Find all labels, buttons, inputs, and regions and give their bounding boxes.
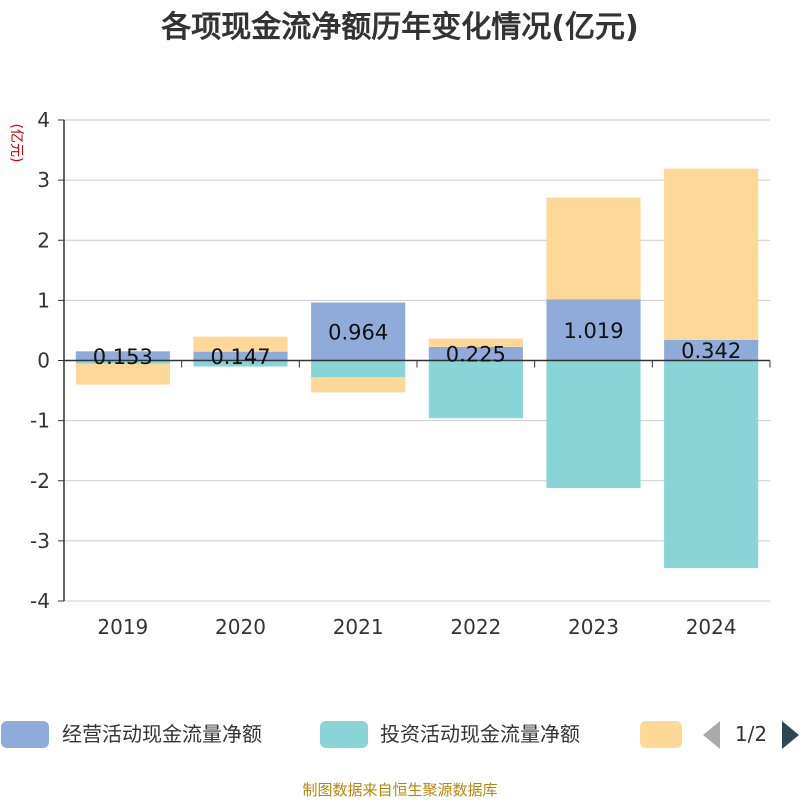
bar-series3-2024[interactable]: [664, 168, 759, 340]
data-label: 0.964: [328, 321, 388, 345]
y-tick-label: -3: [30, 529, 50, 553]
legend-label-investing: 投资活动现金流量净额: [380, 722, 580, 746]
y-tick-label: 1: [37, 288, 50, 312]
data-label: 0.153: [93, 345, 153, 369]
bar-series3-2020[interactable]: [193, 336, 288, 352]
bar-series1-2019[interactable]: [75, 351, 170, 361]
legend-item-investing[interactable]: 投资活动现金流量净额: [320, 721, 580, 748]
bar-series2-2020[interactable]: [193, 360, 288, 367]
x-tick-label: 2023: [568, 615, 619, 639]
bar-series2-2021[interactable]: [311, 360, 406, 378]
bar-series3-2021[interactable]: [311, 377, 406, 393]
data-label: 1.019: [563, 319, 623, 343]
y-axis-label: (亿元): [8, 124, 24, 163]
legend-swatch-investing: [320, 721, 368, 748]
x-tick-label: 2024: [686, 615, 737, 639]
y-tick-label: 3: [37, 168, 50, 192]
y-tick-labels: -4 -3 -2 -1 0 1 2 3 4: [30, 108, 50, 613]
bar-series2-2022[interactable]: [428, 360, 523, 419]
legend-prev-page-icon[interactable]: [703, 721, 720, 749]
y-tick-label: 0: [37, 349, 50, 373]
bar-series1-2021[interactable]: [311, 302, 406, 361]
x-tick-label: 2022: [450, 615, 501, 639]
bar-series3-2022[interactable]: [428, 338, 523, 347]
data-label: 0.225: [446, 343, 506, 367]
x-tick-labels: 2019 2020 2021 2022 2023 2024: [97, 615, 736, 639]
bar-series3-2019[interactable]: [75, 363, 170, 385]
legend-swatch-operating: [1, 721, 49, 748]
legend-next-page-icon[interactable]: [782, 721, 799, 749]
x-tick-label: 2020: [215, 615, 266, 639]
bar-series1-2022[interactable]: [428, 346, 523, 361]
legend-swatch-financing: [640, 721, 682, 748]
bar-series2-2019[interactable]: [75, 360, 170, 364]
chart-title: 各项现金流净额历年变化情况(亿元): [160, 10, 638, 45]
legend-page-indicator: 1/2: [735, 722, 767, 746]
data-label: 0.147: [210, 345, 270, 369]
bar-series1-2024[interactable]: [664, 339, 759, 361]
x-tick-label: 2019: [97, 615, 148, 639]
bar-series1-2020[interactable]: [193, 351, 288, 361]
y-tick-label: -4: [30, 589, 50, 613]
bar-series1-2023[interactable]: [546, 299, 641, 361]
y-tick-label: -2: [30, 469, 50, 493]
x-tick-label: 2021: [333, 615, 384, 639]
bar-series3-2023[interactable]: [546, 197, 641, 300]
bars: [75, 168, 759, 568]
legend-item-operating[interactable]: 经营活动现金流量净额: [1, 721, 262, 748]
bar-series2-2023[interactable]: [546, 360, 641, 488]
legend: 经营活动现金流量净额 投资活动现金流量净额 1/2: [1, 721, 799, 749]
axes: [63, 120, 771, 601]
y-tick-label: -1: [30, 409, 50, 433]
y-tick-label: 4: [37, 108, 50, 132]
legend-label-operating: 经营活动现金流量净额: [62, 722, 262, 746]
data-labels: 0.153 0.147 0.964 0.225 1.019 0.342: [93, 319, 741, 369]
bar-series2-2024[interactable]: [664, 360, 759, 568]
data-label: 0.342: [681, 339, 741, 363]
legend-item-financing[interactable]: [640, 721, 682, 748]
data-source-footer: 制图数据来自恒生聚源数据库: [302, 781, 497, 799]
y-tick-label: 2: [37, 228, 50, 252]
